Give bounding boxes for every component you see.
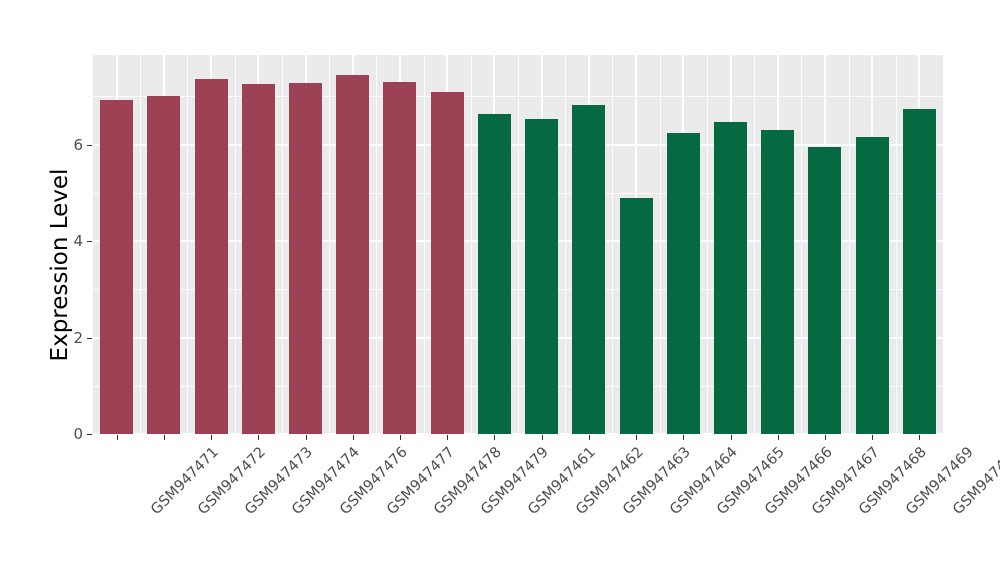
gridline-vertical-minor [187, 55, 189, 434]
y-tick-mark [87, 241, 92, 243]
gridline-vertical-minor [234, 55, 236, 434]
y-tick-label: 2 [73, 328, 83, 347]
bar[interactable] [855, 136, 889, 434]
gridline-horizontal-minor [93, 385, 943, 387]
bar[interactable] [572, 104, 606, 434]
y-tick-label: 0 [73, 425, 83, 443]
y-tick-mark [87, 434, 92, 435]
x-tick-mark [258, 435, 260, 440]
gridline-vertical-minor [848, 55, 850, 434]
bar[interactable] [100, 99, 134, 434]
gridline-horizontal-major [93, 433, 943, 434]
bar[interactable] [666, 132, 700, 434]
gridline-vertical-minor [376, 55, 378, 434]
bar[interactable] [288, 82, 323, 434]
gridline-vertical-minor [706, 55, 708, 434]
x-tick-mark [116, 435, 118, 440]
x-tick-mark [777, 435, 779, 440]
bar[interactable] [761, 129, 795, 434]
gridline-vertical-minor [423, 55, 425, 434]
gridline-vertical-minor [801, 55, 803, 434]
y-tick-label: 6 [73, 135, 83, 154]
gridline-vertical-minor [518, 55, 519, 434]
gridline-horizontal-minor [93, 192, 943, 194]
x-tick-mark [399, 435, 401, 440]
x-tick-mark [305, 435, 307, 440]
bar[interactable] [383, 82, 417, 434]
bar[interactable] [241, 83, 275, 434]
y-tick-mark [87, 337, 92, 339]
x-tick-mark [211, 435, 213, 440]
x-tick-mark [163, 435, 165, 440]
bar[interactable] [902, 109, 936, 434]
gridline-vertical-minor [140, 55, 142, 434]
gridline-vertical-minor [895, 55, 897, 434]
bar[interactable] [194, 79, 228, 434]
x-tick-mark [494, 435, 496, 440]
gridline-vertical-minor [612, 55, 614, 434]
x-tick-mark [447, 435, 449, 440]
gridline-vertical-minor [329, 55, 331, 434]
x-tick-mark [730, 435, 732, 440]
gridline-horizontal-minor [93, 96, 943, 98]
x-tick-mark [636, 435, 638, 440]
x-tick-mark [352, 435, 354, 440]
bar[interactable] [808, 147, 842, 434]
y-tick-mark [87, 144, 92, 146]
gridline-vertical-minor [470, 55, 472, 434]
gridline-horizontal-major [93, 336, 943, 339]
bar[interactable] [713, 122, 748, 434]
gridline-vertical-minor [754, 55, 756, 434]
y-axis-title: Expression Level [47, 168, 73, 362]
gridline-horizontal-major [93, 143, 943, 146]
bar[interactable] [477, 113, 511, 434]
bar[interactable] [525, 118, 559, 434]
x-tick-mark [588, 435, 590, 440]
y-tick-label: 4 [73, 232, 83, 251]
plot-panel [93, 55, 943, 434]
x-tick-mark [872, 435, 874, 440]
bar[interactable] [619, 197, 653, 434]
bar[interactable] [147, 96, 181, 434]
x-tick-mark [541, 435, 543, 440]
x-tick-mark [683, 435, 685, 440]
bar[interactable] [430, 91, 464, 434]
gridline-vertical-minor [565, 55, 567, 434]
gridline-vertical-minor [659, 55, 661, 434]
gridline-horizontal-minor [93, 289, 943, 291]
x-tick-mark [919, 435, 921, 440]
bar[interactable] [336, 74, 370, 434]
gridline-vertical-minor [281, 55, 283, 434]
gridline-horizontal-major [93, 240, 943, 243]
x-tick-mark [824, 435, 826, 440]
